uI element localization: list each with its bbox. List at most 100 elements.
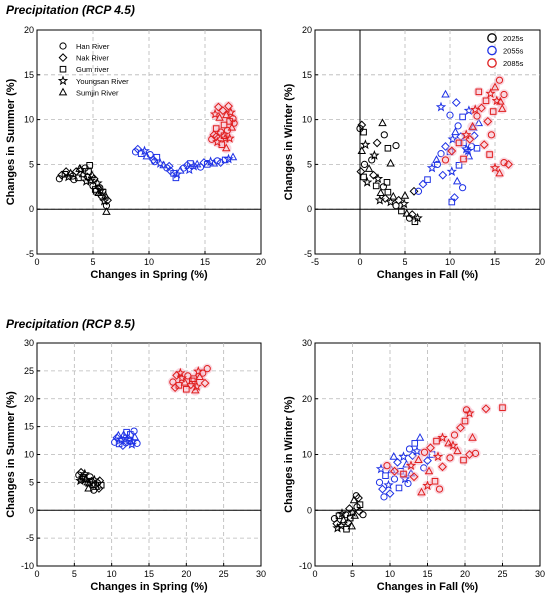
data-point	[441, 142, 450, 151]
data-point	[364, 164, 374, 172]
data-point	[477, 103, 486, 113]
data-point	[224, 132, 235, 143]
data-point	[438, 462, 447, 472]
data-point	[209, 108, 221, 119]
data-point	[460, 155, 467, 163]
data-point	[398, 207, 405, 215]
data-point	[468, 433, 477, 441]
data-point	[444, 438, 453, 447]
data-point	[460, 456, 467, 464]
data-point	[395, 484, 403, 492]
data-point	[414, 455, 423, 464]
legend-marker-circle	[59, 42, 67, 50]
data-point	[426, 443, 435, 453]
data-point	[424, 176, 431, 183]
data-point	[139, 145, 150, 156]
data-point-halo	[389, 466, 400, 477]
data-point-halo	[437, 461, 448, 472]
data-point-halo	[488, 106, 499, 117]
data-point	[223, 153, 234, 164]
data-point	[230, 119, 238, 127]
data-point-halo	[440, 154, 451, 166]
data-point	[375, 478, 384, 486]
data-point	[95, 184, 107, 195]
series-2025s	[330, 492, 367, 533]
data-point	[409, 472, 419, 482]
y-axis-label: Changes in Summer (%)	[5, 391, 17, 518]
y-tick-label: 20	[24, 25, 34, 35]
data-point	[450, 431, 459, 439]
data-point-halo	[503, 159, 514, 170]
x-tick-label: 5	[350, 569, 355, 579]
legend-label: 2085s	[503, 59, 524, 68]
x-axis-label: Changes in Spring (%)	[90, 269, 208, 281]
data-point	[103, 195, 112, 205]
data-point	[384, 144, 392, 152]
data-point	[451, 98, 461, 108]
y-tick-label: 20	[302, 25, 312, 35]
data-point	[451, 127, 460, 136]
data-point-halo	[458, 153, 469, 165]
data-point	[435, 485, 444, 493]
data-point	[495, 76, 504, 84]
data-point	[432, 155, 441, 163]
data-point	[165, 166, 175, 176]
data-point	[409, 186, 419, 196]
data-point	[487, 131, 495, 139]
y-tick-label: 5	[307, 159, 312, 169]
data-point	[360, 173, 367, 181]
data-point-halo	[479, 139, 490, 150]
data-point	[452, 176, 462, 185]
legend-label: Han River	[76, 42, 110, 51]
data-point	[94, 484, 104, 493]
data-point	[400, 191, 410, 199]
data-point	[350, 511, 360, 519]
data-point	[336, 520, 347, 531]
x-tick-label: 15	[144, 569, 154, 579]
data-point	[454, 122, 462, 130]
x-tick-label: 20	[256, 257, 266, 267]
data-point	[394, 195, 404, 205]
data-point	[359, 511, 367, 519]
x-tick-label: 20	[181, 569, 191, 579]
data-point	[227, 122, 237, 131]
data-point	[383, 179, 391, 186]
x-tick-label: 10	[107, 569, 117, 579]
x-tick-label: 20	[460, 569, 470, 579]
y-tick-label: 15	[24, 422, 34, 432]
data-point	[189, 377, 196, 385]
data-point	[369, 149, 380, 160]
data-point-halo	[484, 149, 495, 160]
data-point	[228, 152, 238, 161]
data-point-halo	[473, 86, 484, 98]
data-point-halo	[461, 404, 472, 416]
y-tick-label: 0	[29, 204, 34, 214]
data-point	[475, 88, 483, 96]
data-point	[75, 164, 84, 172]
period-legend: 2025s 2055s 2085s	[487, 33, 524, 68]
data-point	[220, 121, 228, 129]
data-point	[446, 111, 454, 119]
data-point	[85, 175, 96, 185]
data-point	[360, 128, 367, 136]
data-point	[70, 176, 78, 184]
data-point	[360, 139, 371, 150]
data-point	[216, 158, 226, 168]
data-point	[384, 188, 392, 196]
data-point	[380, 493, 388, 501]
series-2085s	[206, 100, 240, 154]
data-point	[489, 108, 497, 115]
y-tick-label: -5	[26, 249, 34, 259]
data-point	[411, 445, 423, 456]
data-point	[61, 167, 71, 176]
data-point	[222, 143, 231, 152]
data-point	[380, 131, 388, 139]
data-point	[392, 202, 400, 210]
legend-marker-square	[59, 65, 67, 73]
y-tick-label: -5	[26, 533, 34, 543]
data-point	[169, 378, 177, 386]
data-point	[420, 448, 429, 456]
data-point	[84, 483, 93, 492]
data-point	[424, 466, 434, 475]
